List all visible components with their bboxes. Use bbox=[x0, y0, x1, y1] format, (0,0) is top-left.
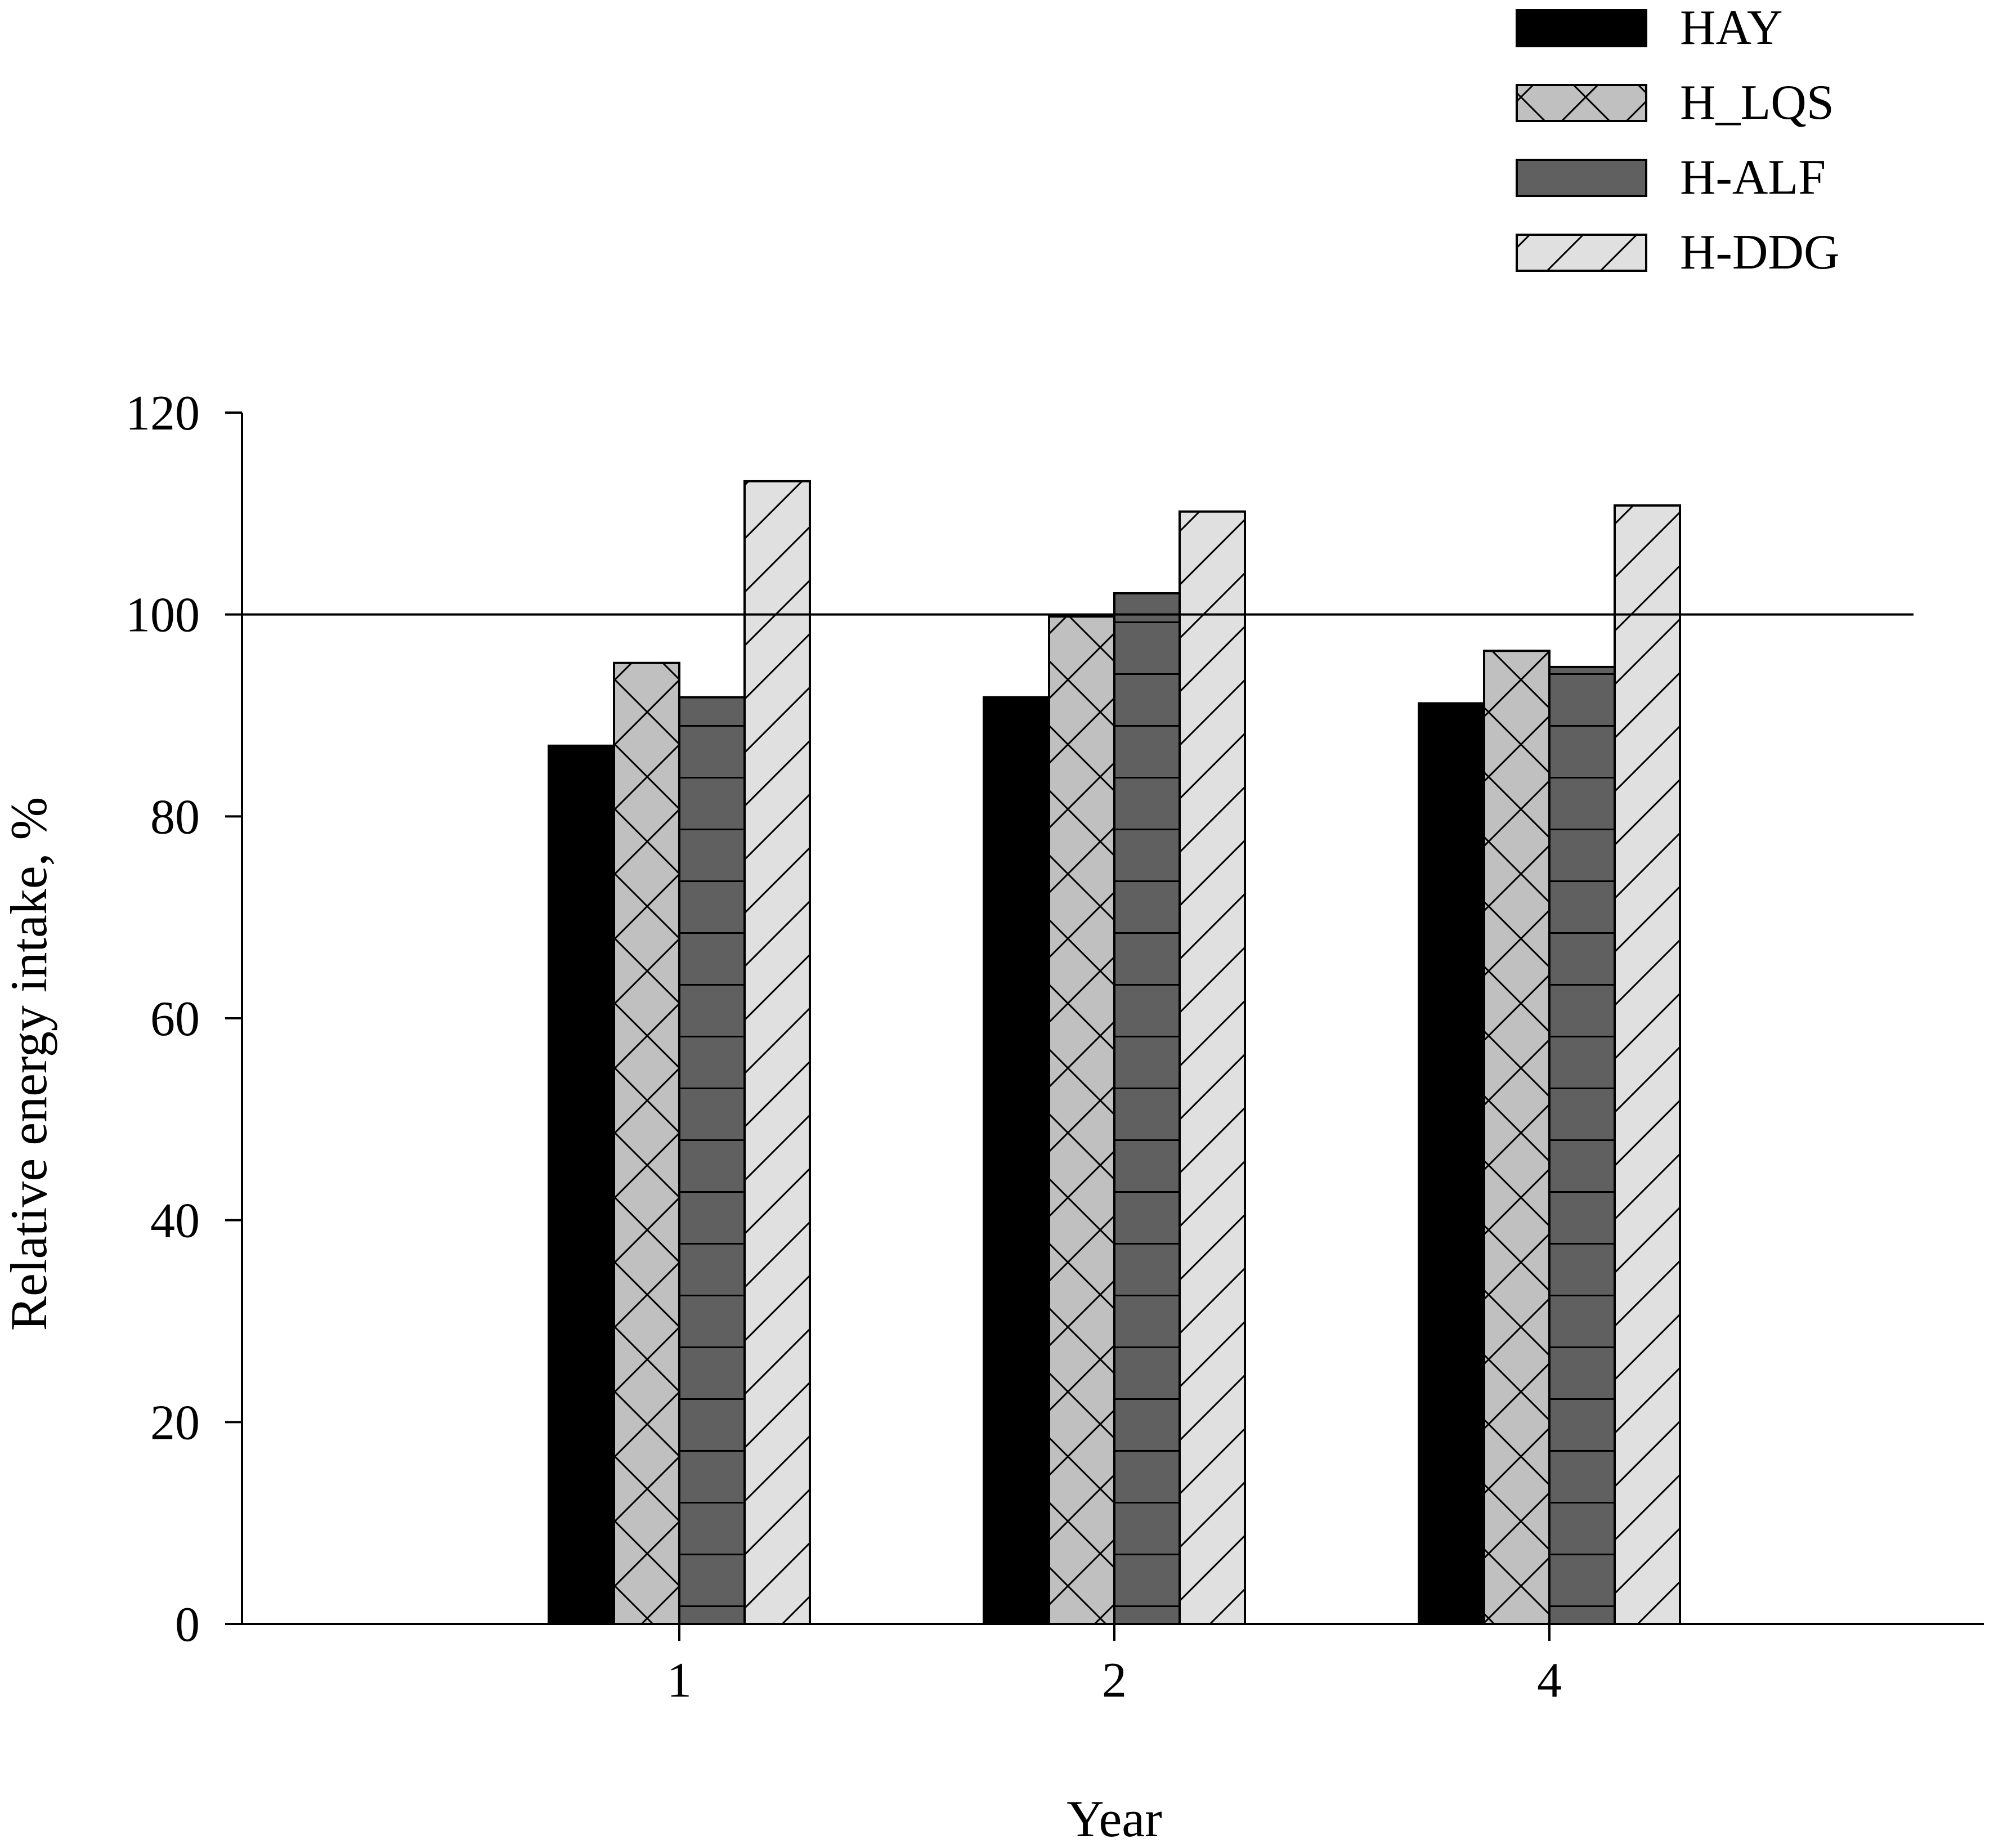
legend: HAY H_LQS H-ALF H-DDG bbox=[1516, 1, 1840, 280]
bar-h-lqs-year-2 bbox=[1048, 615, 1115, 1625]
legend-swatch bbox=[1516, 9, 1647, 47]
x-axis-title: Year bbox=[1067, 1790, 1162, 1847]
y-tick-label: 0 bbox=[175, 1598, 200, 1652]
bar-hay-year-4 bbox=[1418, 702, 1485, 1625]
y-axis-title: Relative energy intake, % bbox=[0, 797, 57, 1331]
y-tick-label: 120 bbox=[126, 386, 200, 441]
bar-h-alf-year-2 bbox=[1113, 592, 1181, 1625]
y-tick-label: 100 bbox=[126, 588, 200, 643]
bar-h-ddg-year-1 bbox=[743, 480, 811, 1625]
legend-label: H_LQS bbox=[1680, 75, 1834, 130]
bar-h-ddg-year-2 bbox=[1179, 510, 1246, 1625]
bar-h-alf-year-1 bbox=[678, 696, 746, 1625]
legend-label: H-DDG bbox=[1680, 225, 1840, 280]
y-tick-label: 80 bbox=[150, 790, 200, 844]
legend-swatch bbox=[1516, 84, 1647, 122]
x-tick-label: 4 bbox=[1537, 1653, 1562, 1708]
y-tick-label: 60 bbox=[150, 992, 200, 1046]
y-tick-label: 20 bbox=[150, 1395, 200, 1450]
legend-swatch bbox=[1516, 234, 1647, 272]
bar-hay-year-2 bbox=[983, 696, 1050, 1625]
bar-h-lqs-year-4 bbox=[1483, 650, 1551, 1625]
legend-label: HAY bbox=[1680, 1, 1783, 55]
axes: 0 20 40 60 80 100 120 1 2 4 bbox=[126, 386, 1984, 1708]
x-tick-label: 1 bbox=[667, 1653, 692, 1708]
legend-swatch bbox=[1516, 159, 1647, 197]
bar-h-lqs-year-1 bbox=[613, 661, 680, 1625]
y-tick-label: 40 bbox=[150, 1194, 200, 1249]
bar-h-alf-year-4 bbox=[1548, 665, 1616, 1625]
bar-h-ddg-year-4 bbox=[1614, 504, 1681, 1625]
x-tick-label: 2 bbox=[1102, 1653, 1127, 1708]
legend-label: H-ALF bbox=[1680, 150, 1826, 205]
plot-area bbox=[548, 480, 1681, 1625]
bar-hay-year-1 bbox=[548, 744, 615, 1625]
